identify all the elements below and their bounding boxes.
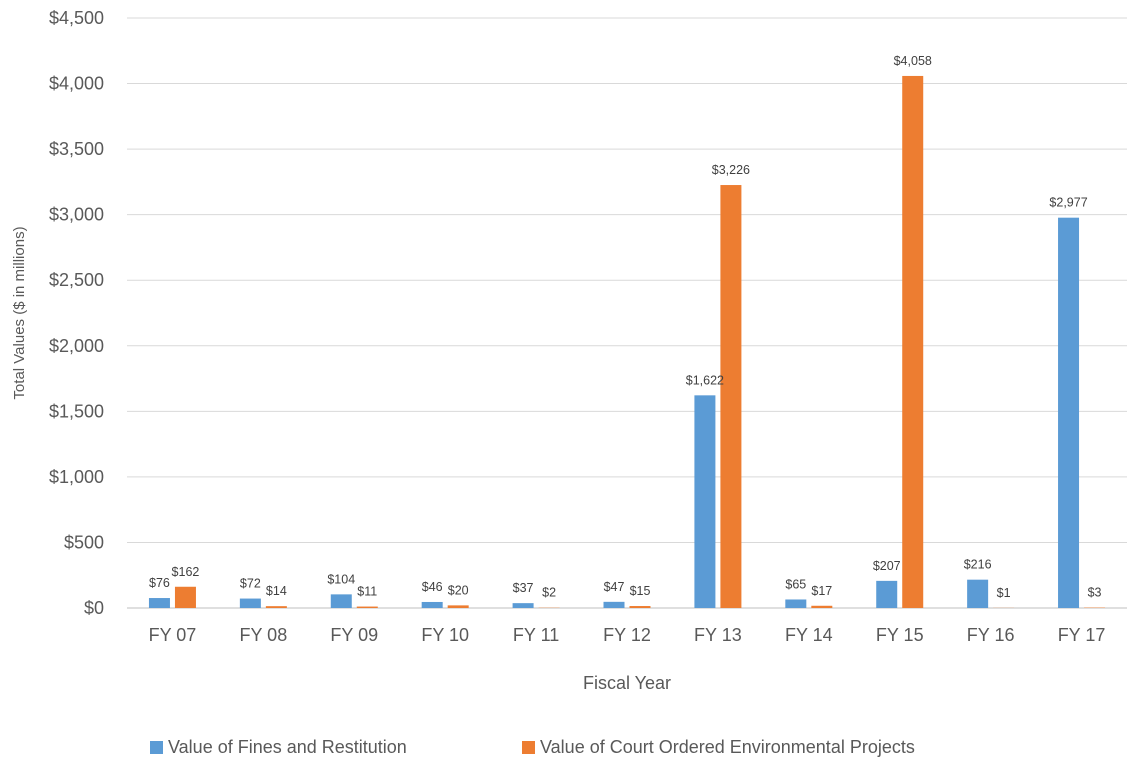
bar-fines: [512, 603, 534, 608]
data-label-projects: $3,226: [712, 163, 750, 177]
data-label-fines: $76: [149, 576, 170, 590]
bar-projects: [174, 586, 196, 608]
x-tick-label: FY 09: [330, 625, 378, 645]
y-tick-label: $0: [84, 598, 104, 618]
data-labels: $76 $72 $104 $46 $37 $47 $1,622 $65 $207 $216 $2,9…: [149, 54, 1102, 600]
legend-label-projects: Value of Court Ordered Environmental Pro…: [540, 737, 915, 757]
data-label-fines: $47: [604, 580, 625, 594]
bar-fines: [967, 579, 989, 608]
x-tick-label: FY 13: [694, 625, 742, 645]
bar-projects: [902, 75, 924, 608]
x-tick-label: FY 15: [876, 625, 924, 645]
data-label-projects: $14: [266, 584, 287, 598]
y-axis-title: Total Values ($ in millions): [11, 226, 28, 399]
y-tick-label: $3,500: [49, 139, 104, 159]
x-tick-label: FY 12: [603, 625, 651, 645]
x-tick-label: FY 08: [240, 625, 288, 645]
data-label-projects: $4,058: [894, 54, 932, 68]
bar-fines: [148, 598, 170, 608]
data-label-fines: $1,622: [686, 373, 724, 387]
data-label-projects: $17: [811, 584, 832, 598]
bar-fines: [603, 601, 625, 608]
legend-label-fines: Value of Fines and Restitution: [168, 737, 407, 757]
gridlines: [127, 17, 1127, 609]
legend: Value of Fines and Restitution Value of …: [150, 737, 915, 757]
bar-fines: [876, 580, 898, 608]
bar-fines: [1058, 217, 1080, 608]
legend-swatch-fines: [150, 741, 163, 754]
data-label-projects: $162: [172, 565, 200, 579]
x-tick-label: FY 11: [513, 625, 559, 645]
data-label-fines: $72: [240, 577, 261, 591]
bar-projects: [265, 606, 287, 608]
y-tick-label: $500: [64, 532, 104, 552]
bar-fines: [330, 594, 352, 608]
legend-swatch-projects: [522, 741, 535, 754]
y-tick-label: $2,500: [49, 270, 104, 290]
data-label-projects: $3: [1088, 586, 1102, 600]
x-tick-label: FY 07: [149, 625, 197, 645]
x-tick-label: FY 16: [967, 625, 1015, 645]
y-tick-label: $1,000: [49, 467, 104, 487]
y-tick-label: $4,500: [49, 8, 104, 28]
data-label-fines: $65: [785, 577, 806, 591]
bar-fines: [239, 598, 261, 608]
data-label-fines: $2,977: [1049, 196, 1087, 210]
data-label-projects: $15: [630, 584, 651, 598]
x-tick-label: FY 14: [785, 625, 833, 645]
bar-projects: [356, 606, 378, 608]
bar-projects: [447, 605, 469, 608]
data-label-projects: $2: [542, 586, 556, 600]
bar-projects: [720, 185, 742, 608]
y-axis-ticks: $0 $500 $1,000 $1,500 $2,000 $2,500 $3,000 $3,5…: [49, 8, 104, 618]
data-label-fines: $46: [422, 580, 443, 594]
bar-fines: [694, 395, 716, 608]
bar-projects: [811, 605, 833, 608]
data-label-projects: $11: [357, 585, 377, 599]
bar-fines: [785, 599, 807, 608]
x-axis-ticks: FY 07 FY 08 FY 09 FY 10 FY 11 FY 12 FY 13 FY 14…: [149, 625, 1106, 645]
x-tick-label: FY 17: [1058, 625, 1106, 645]
data-label-fines: $207: [873, 559, 901, 573]
y-tick-label: $4,000: [49, 74, 104, 94]
data-label-fines: $37: [513, 581, 534, 595]
x-axis-title: Fiscal Year: [583, 673, 671, 693]
data-label-fines: $216: [964, 558, 992, 572]
data-label-projects: $20: [448, 583, 469, 597]
y-tick-label: $1,500: [49, 401, 104, 421]
y-tick-label: $3,000: [49, 205, 104, 225]
bar-fines: [421, 601, 443, 608]
bars: [148, 75, 1106, 608]
y-tick-label: $2,000: [49, 336, 104, 356]
x-tick-label: FY 10: [421, 625, 469, 645]
data-label-fines: $104: [327, 572, 355, 586]
bar-projects: [629, 606, 651, 608]
data-label-projects: $1: [997, 586, 1011, 600]
